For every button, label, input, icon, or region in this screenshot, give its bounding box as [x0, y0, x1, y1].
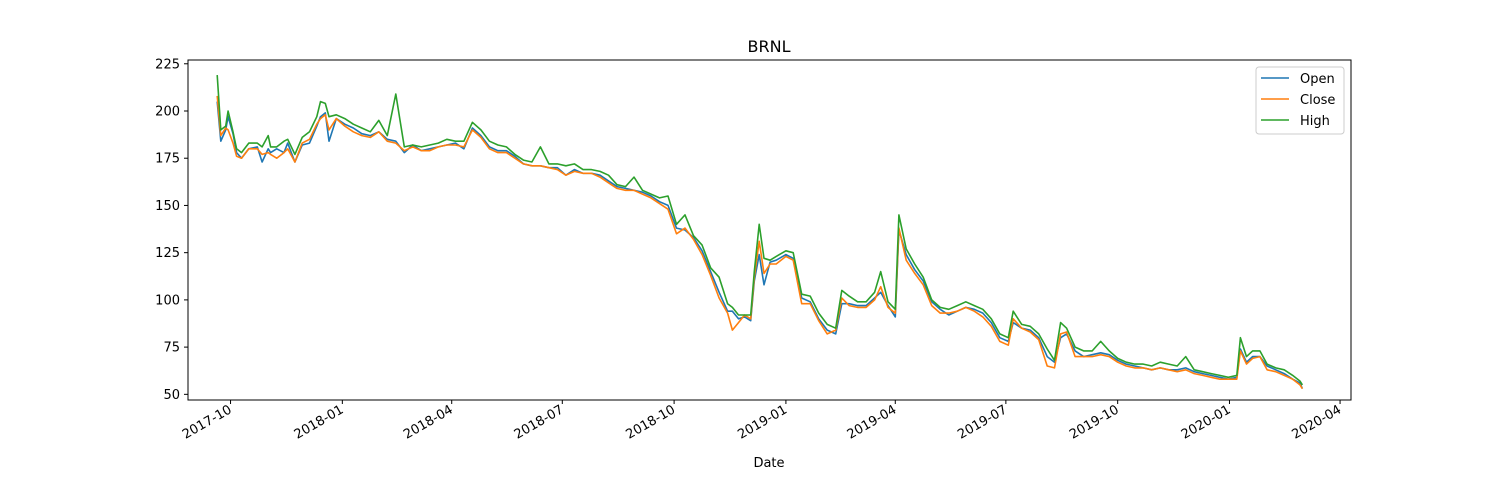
y-tick-label: 75: [163, 341, 180, 356]
y-tick-label: 200: [155, 105, 180, 120]
y-tick-label: 50: [163, 388, 180, 403]
plot-frame: [187, 59, 1352, 401]
x-axis-label: Date: [753, 456, 784, 471]
y-tick-label: 125: [155, 246, 180, 261]
y-tick-label: 225: [155, 57, 180, 72]
series-line-close: [216, 95, 1304, 390]
legend-label-high: High: [1300, 114, 1330, 129]
legend-label-close: Close: [1300, 93, 1335, 108]
legend: Open Close High: [1255, 66, 1345, 135]
y-tick-label: 100: [155, 293, 180, 308]
legend-label-open: Open: [1300, 72, 1335, 87]
legend-box: [1255, 66, 1345, 135]
series-line-high: [216, 75, 1304, 386]
series-line-open: [216, 101, 1304, 390]
y-axis: 50 75 100 125 150 175 200 225: [155, 57, 188, 403]
y-tick-label: 175: [155, 152, 180, 167]
y-tick-label: 150: [155, 199, 180, 214]
series-layer: [216, 75, 1304, 390]
chart-title: BRNL: [748, 37, 791, 56]
